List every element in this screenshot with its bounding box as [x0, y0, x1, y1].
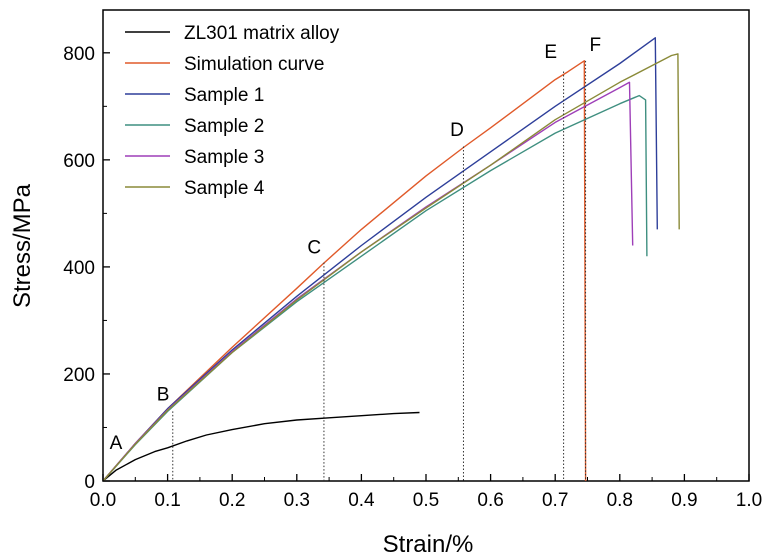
series-line-6	[102, 53, 680, 482]
legend-entry: Sample 2	[184, 116, 264, 137]
x-tick-label: 0.6	[477, 490, 503, 511]
legend-entry: Simulation curve	[184, 54, 324, 75]
x-tick-label: 0.7	[542, 490, 568, 511]
annotation-label-f: F	[589, 35, 601, 56]
annotation-label-c: C	[307, 238, 321, 259]
y-tick-label: 600	[63, 151, 95, 172]
series-line-1	[102, 411, 420, 482]
y-tick-label: 200	[63, 365, 95, 386]
annotation-label-d: D	[450, 120, 464, 141]
x-tick-label: 0.4	[348, 490, 375, 511]
series-layer	[102, 37, 680, 482]
x-tick-label: 0.0	[90, 490, 116, 511]
legend-entry: Sample 3	[184, 147, 264, 168]
x-tick-label: 0.5	[413, 490, 439, 511]
y-axis-title: Stress/MPa	[9, 183, 36, 308]
x-tick-label: 0.3	[284, 490, 310, 511]
x-tick-label: 0.1	[154, 490, 180, 511]
y-tick-label: 400	[63, 258, 95, 279]
x-tick-label: 0.2	[219, 490, 245, 511]
legend-entry: ZL301 matrix alloy	[184, 23, 340, 44]
y-tick-label: 800	[63, 44, 95, 65]
annotation-label-b: B	[157, 385, 170, 406]
legend: ZL301 matrix alloy Simulation curve Sample…	[125, 23, 340, 199]
y-tick-label: 0	[84, 472, 95, 493]
x-axis-title: Strain/%	[383, 531, 474, 558]
plot-area	[102, 9, 750, 482]
annotation-label-a: A	[110, 433, 123, 454]
axes-layer: 0.0 0.1 0.2 0.3 0.4 0.5 0.6 0.7 0.8 0.9 1.0 0 200 400…	[63, 44, 762, 511]
x-tick-label: 0.8	[607, 490, 633, 511]
legend-entry: Sample 4	[184, 178, 265, 199]
plot-frame	[102, 9, 750, 482]
x-tick-label: 0.9	[671, 490, 697, 511]
annotation-label-e: E	[544, 42, 557, 63]
annotation-layer: A B C D E F	[110, 35, 601, 481]
x-tick-label: 1.0	[736, 490, 762, 511]
legend-entry: Sample 1	[184, 85, 264, 106]
